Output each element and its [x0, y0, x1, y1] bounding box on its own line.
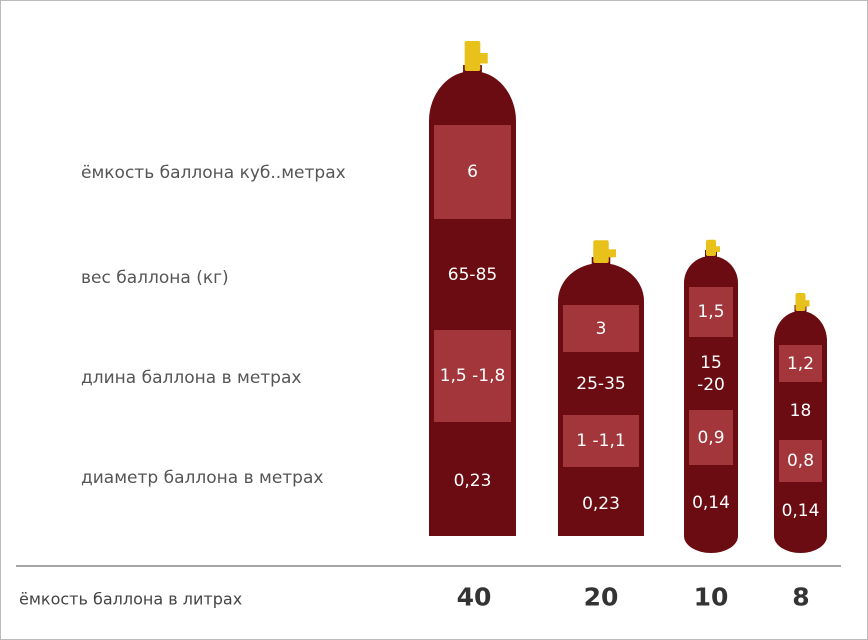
- cell-value: 1,5 -1,8: [439, 366, 506, 386]
- cell-value: 1,2: [786, 353, 815, 374]
- cell-value: 25-35: [576, 373, 626, 394]
- cell-box: [689, 287, 733, 337]
- cell-box: [689, 410, 733, 465]
- row-label: длина баллона в метрах: [81, 368, 302, 388]
- cell-value: 1,5: [697, 302, 725, 322]
- valve: [795, 293, 806, 311]
- row-label: вес баллона (кг): [81, 268, 229, 288]
- cell-value: 0,14: [692, 492, 730, 513]
- capacity: 40: [456, 582, 492, 612]
- valve-knob: [606, 249, 617, 258]
- footer-label: ёмкость баллона в литрах: [19, 589, 243, 609]
- capacity: 20: [583, 582, 619, 612]
- cell-box: [434, 125, 511, 219]
- valve-knob: [714, 246, 720, 252]
- cell-box: [434, 330, 511, 422]
- valve: [464, 41, 481, 71]
- cell-value: 1 -1,1: [576, 431, 626, 451]
- valve: [593, 240, 609, 263]
- valve: [706, 239, 716, 256]
- cell-box: [779, 440, 822, 482]
- cell-box: [563, 415, 639, 467]
- cell-value: 0,14: [781, 501, 820, 521]
- cell-value: 6: [467, 162, 478, 182]
- cell-box: [779, 345, 822, 382]
- valve-knob: [803, 300, 810, 307]
- cell-value: 0,23: [453, 471, 492, 491]
- row-label: ёмкость баллона куб..метрах: [81, 163, 346, 183]
- cell-value: 3: [595, 318, 607, 339]
- capacity: 10: [693, 582, 729, 612]
- cell-box: [563, 305, 639, 352]
- row-label: диаметр баллона в метрах: [81, 468, 324, 488]
- cell-value: 15 -20: [697, 352, 725, 395]
- cell-value: 0,23: [582, 493, 620, 514]
- cell-value: 65-85: [447, 264, 498, 285]
- cell-value: 18: [789, 401, 812, 421]
- valve-knob: [478, 53, 488, 64]
- cell-value: 0,8: [786, 451, 815, 471]
- capacity: 8: [792, 582, 810, 612]
- cell-value: 0,9: [697, 427, 725, 448]
